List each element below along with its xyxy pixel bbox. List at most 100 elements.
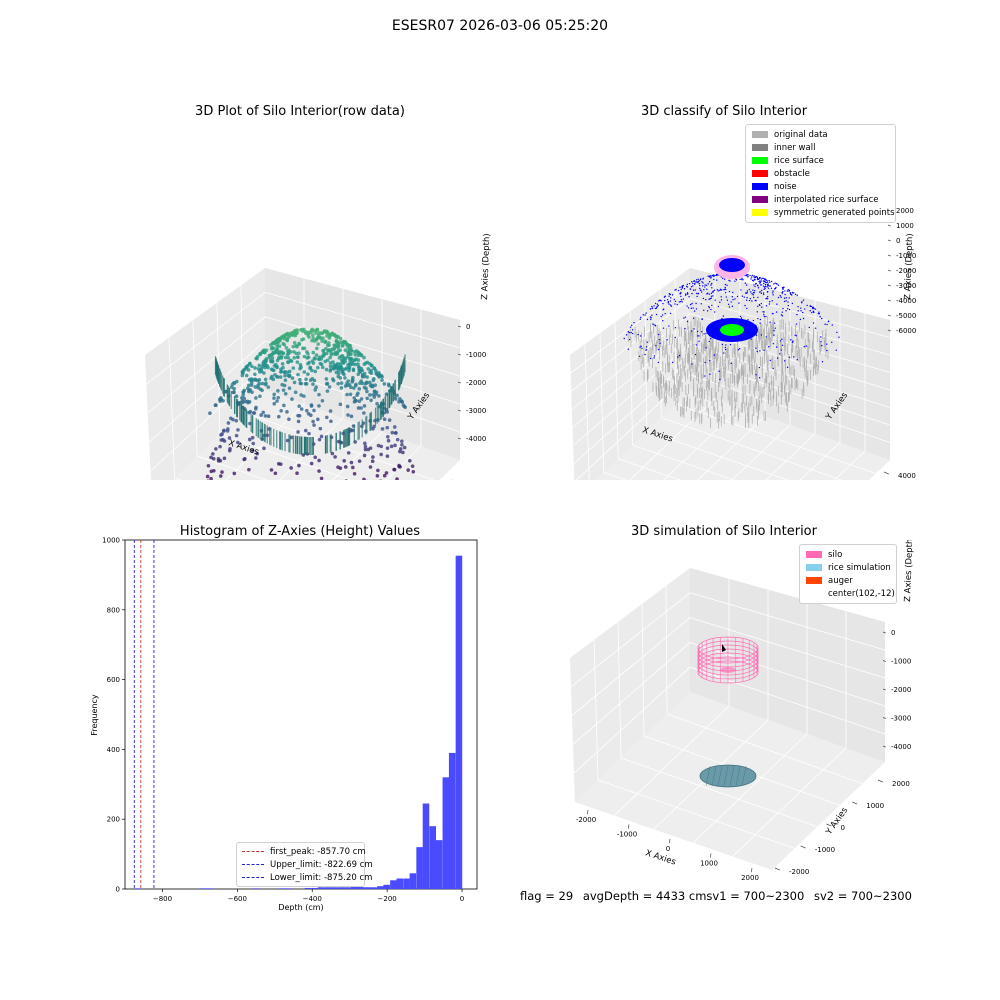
noise-point xyxy=(639,346,641,348)
grid-line xyxy=(225,403,305,480)
noise-point xyxy=(747,274,749,276)
histogram-xlabel: Depth (cm) xyxy=(278,903,323,912)
noise-point xyxy=(710,284,712,286)
noise-point xyxy=(836,331,838,334)
raw-data-point xyxy=(248,409,253,414)
histogram-bar xyxy=(435,840,443,889)
grid-line xyxy=(197,455,268,480)
noise-point xyxy=(794,293,797,296)
noise-point xyxy=(772,292,774,294)
noise-point xyxy=(750,278,752,280)
rice-simulation-mesh xyxy=(729,765,735,787)
noise-point xyxy=(710,338,712,340)
y-tick-label: 400 xyxy=(107,746,120,754)
raw-data-point xyxy=(305,408,309,413)
raw-data-point xyxy=(313,357,318,361)
noise-point xyxy=(777,284,780,286)
noise-point xyxy=(739,315,742,318)
figure-title: ESESR07 2026-03-06 05:25:20 xyxy=(391,18,609,34)
noise-point xyxy=(774,287,777,290)
histogram-bar xyxy=(370,887,377,889)
raw-data-point xyxy=(368,465,373,469)
sim-z-tick-label: -2000 xyxy=(891,686,911,694)
raw-data-point xyxy=(325,381,330,386)
raw-data-point xyxy=(335,352,339,356)
raw-data-point xyxy=(266,385,271,389)
noise-point xyxy=(679,286,681,289)
raw-data-point xyxy=(253,366,257,370)
noise-point xyxy=(710,282,713,285)
raw-data-point xyxy=(400,442,404,447)
noise-point xyxy=(704,284,706,286)
raw-data-point xyxy=(373,383,378,387)
raw-data-point xyxy=(275,399,279,403)
raw-data-point xyxy=(352,386,356,390)
raw-data-point xyxy=(327,348,331,352)
raw-data-point xyxy=(321,349,325,353)
noise-point xyxy=(719,289,721,292)
sv2-value: sv2 = 700~2300 xyxy=(813,889,912,903)
noise-point xyxy=(797,305,799,308)
noise-point xyxy=(723,278,726,280)
raw-data-point xyxy=(317,437,322,442)
noise-point xyxy=(697,335,699,337)
raw-data-point xyxy=(365,396,369,401)
x-tick-label: 0 xyxy=(460,895,464,903)
noise-point xyxy=(689,288,691,290)
noise-point xyxy=(766,297,769,300)
noise-point xyxy=(708,298,710,301)
raw-data-point xyxy=(245,399,250,404)
legend-swatch xyxy=(806,551,822,558)
noise-point xyxy=(705,332,707,335)
noise-point xyxy=(651,307,654,309)
noise-point xyxy=(763,313,765,316)
noise-point xyxy=(656,305,658,308)
raw-data-point xyxy=(302,346,307,351)
noise-point xyxy=(670,297,672,299)
raw-data-point xyxy=(220,432,224,436)
noise-point xyxy=(793,292,795,294)
raw-data-point xyxy=(258,394,262,399)
noise-point xyxy=(653,355,656,357)
raw-data-point xyxy=(273,340,278,344)
noise-point xyxy=(814,308,817,310)
raw-data-point xyxy=(254,396,258,400)
raw-data-point xyxy=(379,479,382,480)
noise-point xyxy=(698,280,701,282)
raw-data-point xyxy=(247,389,251,394)
noise-point xyxy=(783,297,786,299)
noise-point xyxy=(662,308,664,311)
histogram-bar xyxy=(422,803,430,889)
raw-data-point xyxy=(382,473,387,478)
raw-data-point xyxy=(346,413,350,417)
noise-point xyxy=(646,318,649,321)
raw-data-point xyxy=(270,368,275,372)
noise-point xyxy=(664,295,666,298)
raw-data-point xyxy=(394,431,398,435)
sim-x-tick-label: 2000 xyxy=(741,874,759,882)
grid-line xyxy=(570,592,691,688)
noise-point xyxy=(650,318,652,321)
noise-point xyxy=(750,276,753,278)
raw-data-point xyxy=(368,446,373,450)
noise-point xyxy=(767,287,770,289)
noise-point xyxy=(710,276,712,278)
noise-point xyxy=(753,277,755,279)
raw-data-point xyxy=(260,381,265,386)
raw-data-point xyxy=(297,341,301,346)
raw-data-point xyxy=(282,383,287,388)
noise-point xyxy=(668,325,670,327)
raw-data-point xyxy=(281,341,285,346)
noise-point xyxy=(713,275,715,277)
cls-z-tick-label: -1000 xyxy=(896,252,916,260)
noise-point xyxy=(738,348,741,350)
raw-data-point xyxy=(281,351,286,355)
noise-point xyxy=(729,343,732,346)
noise-point xyxy=(765,297,768,300)
raw-data-point xyxy=(386,438,391,443)
grid-line xyxy=(572,328,691,428)
raw-data-point xyxy=(283,378,288,382)
cls-z-tick-label: 0 xyxy=(896,237,900,245)
raw-data-point xyxy=(368,393,372,397)
noise-point xyxy=(791,292,794,294)
